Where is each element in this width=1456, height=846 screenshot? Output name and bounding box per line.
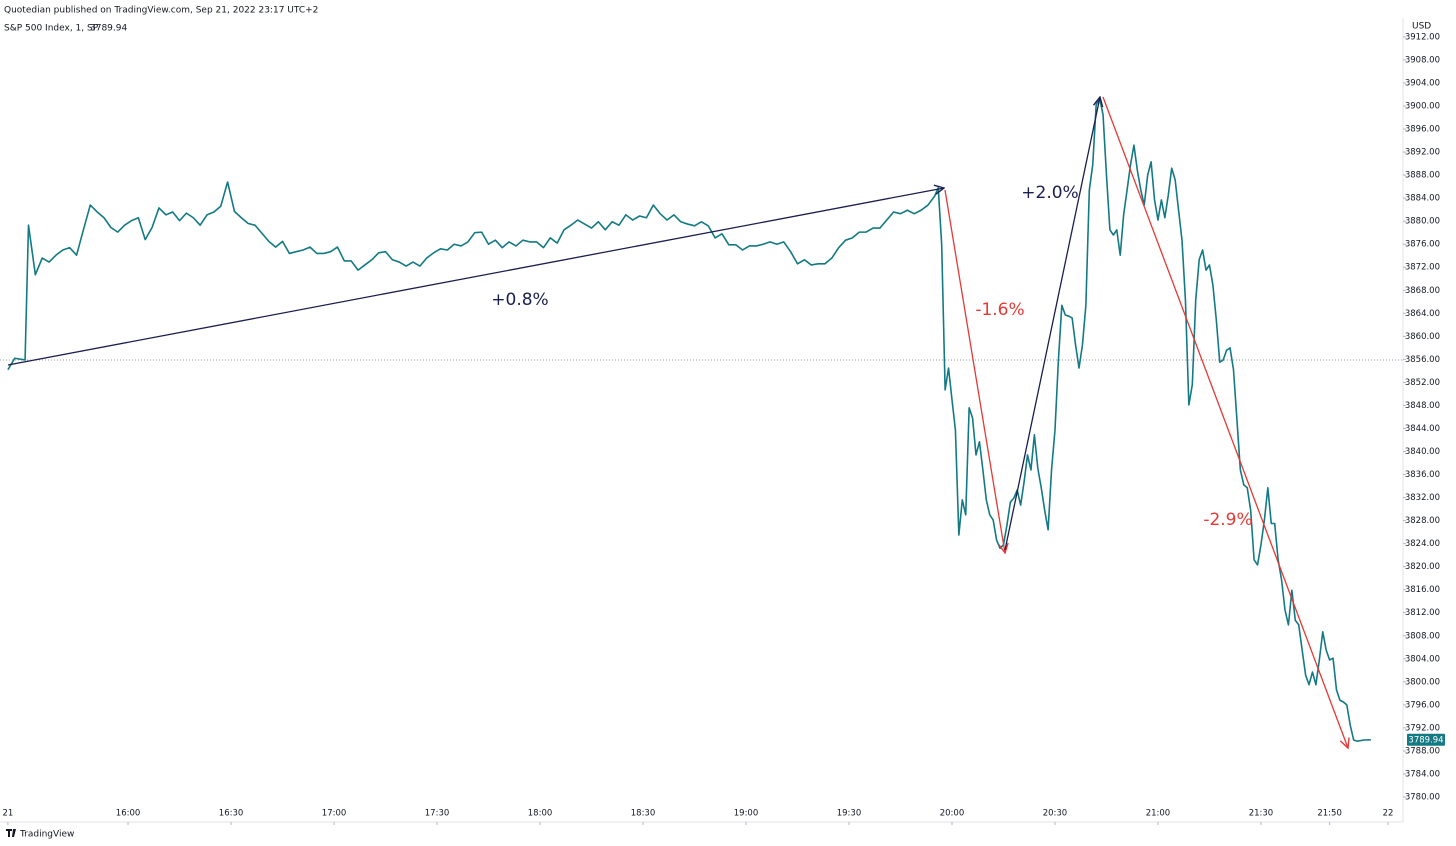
x-tick-label: 21:30 <box>1249 809 1274 819</box>
y-tick-label: 3896.00 <box>1405 125 1440 135</box>
price-badge-label: 3789.94 <box>1408 735 1443 745</box>
annotation: +2.0% <box>1021 183 1078 203</box>
y-tick-label: 3872.00 <box>1405 263 1440 273</box>
x-tick-label: 19:00 <box>734 809 759 819</box>
y-tick-label: 3912.00 <box>1405 32 1440 42</box>
y-tick-label: 3816.00 <box>1405 585 1440 595</box>
y-tick-label: 3824.00 <box>1405 539 1440 549</box>
y-tick-label: 3884.00 <box>1405 194 1440 204</box>
y-tick-label: 3864.00 <box>1405 309 1440 319</box>
y-tick-label: 3908.00 <box>1405 55 1440 65</box>
logo: TradingView <box>6 829 74 840</box>
x-tick-label: 17:30 <box>425 809 450 819</box>
y-tick-label: 3888.00 <box>1405 171 1440 181</box>
y-tick-label: 3868.00 <box>1405 286 1440 296</box>
y-tick-label: 3892.00 <box>1405 148 1440 158</box>
arrow <box>1004 97 1100 551</box>
publisher: Quotedian published on TradingView.com, … <box>4 6 318 16</box>
x-tick-label: 19:30 <box>837 809 862 819</box>
y-tick-label: 3780.00 <box>1405 793 1440 803</box>
y-tick-label: 3840.00 <box>1405 447 1440 457</box>
arrow <box>944 189 1005 553</box>
arrow <box>1102 96 1348 748</box>
annotation: +0.8% <box>491 290 548 310</box>
price-badge <box>1407 733 1445 746</box>
y-tick-label: 3836.00 <box>1405 470 1440 480</box>
y-tick-label: 3876.00 <box>1405 240 1440 250</box>
x-tick-label: 18:30 <box>631 809 656 819</box>
x-tick-label: 16:30 <box>219 809 244 819</box>
annotation: -1.6% <box>975 300 1024 320</box>
x-tick-label: 21:00 <box>1146 809 1171 819</box>
y-tick-label: 3860.00 <box>1405 332 1440 342</box>
x-tick-label: 18:00 <box>528 809 553 819</box>
x-tick-label: 21:50 <box>1317 809 1342 819</box>
logo-text: TradingView <box>19 830 74 840</box>
x-tick-label: 17:00 <box>322 809 347 819</box>
arrow <box>7 188 944 366</box>
y-tick-label: 3828.00 <box>1405 516 1440 526</box>
y-tick-label: 3804.00 <box>1405 654 1440 664</box>
x-tick-label: 20:00 <box>940 809 965 819</box>
arrows <box>7 96 1348 748</box>
y-tick-label: 3808.00 <box>1405 631 1440 641</box>
y-tick-label: 3784.00 <box>1405 769 1440 779</box>
y-tick-label: 3844.00 <box>1405 424 1440 434</box>
x-tick-label: 22 <box>1383 809 1394 819</box>
x-tick-label: 21 <box>2 809 13 819</box>
y-tick-label: 3800.00 <box>1405 677 1440 687</box>
header-price: 3789.94 <box>90 24 127 34</box>
symbol: S&P 500 Index, 1, SP <box>4 24 99 34</box>
annotation: -2.9% <box>1203 510 1252 530</box>
y-tick-label: 3900.00 <box>1405 102 1440 112</box>
y-tick-label: 3848.00 <box>1405 401 1440 411</box>
y-tick-label: 3832.00 <box>1405 493 1440 503</box>
currency: USD <box>1412 22 1431 32</box>
y-tick-label: 3820.00 <box>1405 562 1440 572</box>
y-tick-label: 3792.00 <box>1405 723 1440 733</box>
y-tick-label: 3788.00 <box>1405 746 1440 756</box>
y-tick-label: 3796.00 <box>1405 700 1440 710</box>
y-tick-label: 3852.00 <box>1405 378 1440 388</box>
y-tick-label: 3856.00 <box>1405 355 1440 365</box>
y-tick-label: 3904.00 <box>1405 78 1440 88</box>
x-tick-label: 20:30 <box>1043 809 1068 819</box>
y-tick-label: 3880.00 <box>1405 217 1440 227</box>
logo-icon <box>6 829 16 837</box>
x-tick-label: 16:00 <box>116 809 141 819</box>
y-tick-label: 3812.00 <box>1405 608 1440 618</box>
price-line <box>7 97 1371 742</box>
